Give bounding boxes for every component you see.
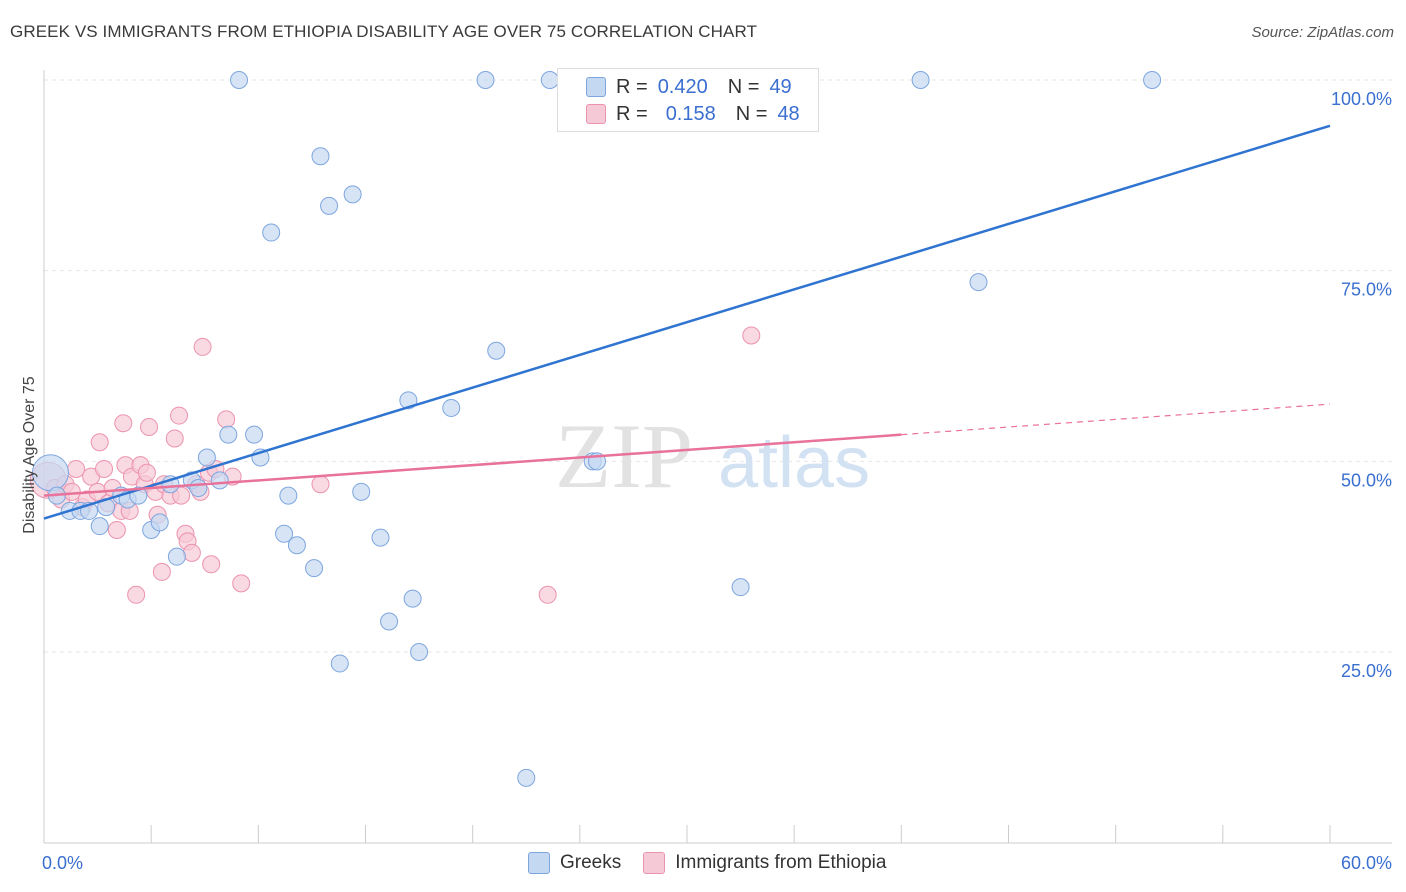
legend-item-greeks[interactable]: Greeks (528, 852, 621, 874)
greeks-point (371, 528, 390, 547)
source-label: Source: ZipAtlas.com (1251, 24, 1394, 41)
ethiopia-point (67, 459, 86, 478)
greeks-point (731, 578, 750, 597)
greeks-point (380, 612, 399, 631)
watermark: ZIP atlas (555, 405, 870, 507)
ethiopia-n-label: N = (735, 102, 768, 125)
greeks-point (311, 147, 330, 166)
greeks-point (343, 185, 362, 204)
ethiopia-point (152, 562, 171, 581)
greeks-point (279, 486, 298, 505)
greeks-point (442, 398, 461, 417)
ethiopia-point (62, 482, 81, 501)
greeks-point (320, 196, 339, 215)
greeks-point (1143, 71, 1162, 89)
ethiopia-point (311, 475, 330, 494)
legend-row-greeks: R = 0.420 N = 49 (586, 74, 792, 100)
ethiopia-legend-label: Immigrants from Ethiopia (675, 852, 887, 873)
ethiopia-point (165, 429, 184, 448)
y-axis-label: Disability Age Over 75 (21, 376, 38, 534)
ethiopia-point (107, 520, 126, 539)
ethiopia-point (114, 414, 133, 433)
ethiopia-point (170, 406, 189, 425)
trend-lines (43, 124, 1331, 520)
ethiopia-point (193, 337, 212, 356)
series-legend: Greeks Immigrants from Ethiopia (528, 852, 908, 874)
axes: 25.0% 50.0% 75.0% 100.0% 0.0% 60.0% (42, 70, 1392, 873)
legend-item-ethiopia[interactable]: Immigrants from Ethiopia (643, 852, 886, 874)
ethiopia-trend-extension (901, 403, 1331, 436)
y-tick-label: 100.0% (1331, 89, 1392, 109)
ethiopia-point (217, 410, 236, 429)
y-tick-label: 25.0% (1341, 661, 1392, 681)
greeks-point (197, 448, 216, 467)
ethiopia-point (127, 585, 146, 604)
ethiopia-point (538, 585, 557, 604)
ethiopia-swatch (586, 104, 606, 124)
greeks-n-value: 49 (769, 75, 792, 98)
greeks-point (487, 341, 506, 360)
greeks-point (150, 513, 169, 532)
y-tick-label: 75.0% (1341, 280, 1392, 300)
greeks-point (517, 768, 536, 787)
greeks-point (287, 536, 306, 555)
greeks-swatch (586, 77, 606, 97)
greeks-legend-label: Greeks (560, 852, 622, 873)
greeks-point (275, 524, 294, 543)
ethiopia-point (140, 418, 159, 437)
greeks-point (911, 71, 930, 89)
greeks-r-label: R = (616, 75, 648, 98)
greeks-point (330, 654, 349, 673)
greeks-point (410, 643, 429, 661)
correlation-legend: R = 0.420 N = 49 R = 0.158 N = 48 (557, 68, 819, 132)
greeks-point (245, 425, 264, 444)
watermark-atlas: atlas (718, 423, 870, 503)
grid-lines (44, 79, 1392, 653)
ethiopia-point (232, 574, 251, 593)
greeks-point (403, 589, 422, 608)
greeks-point (189, 479, 208, 498)
legend-row-ethiopia: R = 0.158 N = 48 (586, 101, 800, 127)
greeks-point (210, 471, 229, 490)
ethiopia-point (172, 486, 191, 505)
chart-title: GREEK VS IMMIGRANTS FROM ETHIOPIA DISABI… (10, 22, 758, 41)
greeks-point (352, 482, 371, 501)
ethiopia-legend-swatch (643, 852, 666, 874)
ethiopia-point (202, 555, 221, 574)
greeks-point (167, 547, 186, 566)
ethiopia-trend-line (43, 433, 902, 497)
ethiopia-point (90, 433, 109, 452)
y-tick-label: 50.0% (1341, 470, 1392, 490)
greeks-point (90, 517, 109, 536)
greeks-trend-line (43, 124, 1331, 520)
ethiopia-point (137, 463, 156, 482)
greeks-point (230, 71, 249, 89)
ethiopia-r-label: R = (616, 102, 648, 125)
greeks-point (476, 71, 495, 89)
greeks-legend-swatch (528, 852, 550, 874)
greeks-point (969, 273, 988, 292)
ethiopia-point (742, 326, 761, 345)
ethiopia-point (95, 459, 114, 478)
ethiopia-r-value: 0.158 (665, 102, 716, 125)
greeks-point (305, 559, 324, 578)
x-tick-label-max: 60.0% (1341, 853, 1392, 873)
greeks-n-label: N = (727, 75, 760, 98)
x-tick-label-min: 0.0% (42, 853, 83, 873)
ethiopia-n-value: 48 (777, 102, 800, 125)
greeks-r-value: 0.420 (657, 75, 708, 98)
ethiopia-point (182, 543, 201, 562)
greeks-point (399, 391, 418, 410)
watermark-zip: ZIP (555, 405, 693, 507)
greeks-point (540, 71, 559, 89)
greeks-point (262, 223, 281, 242)
greeks-point (219, 425, 238, 444)
